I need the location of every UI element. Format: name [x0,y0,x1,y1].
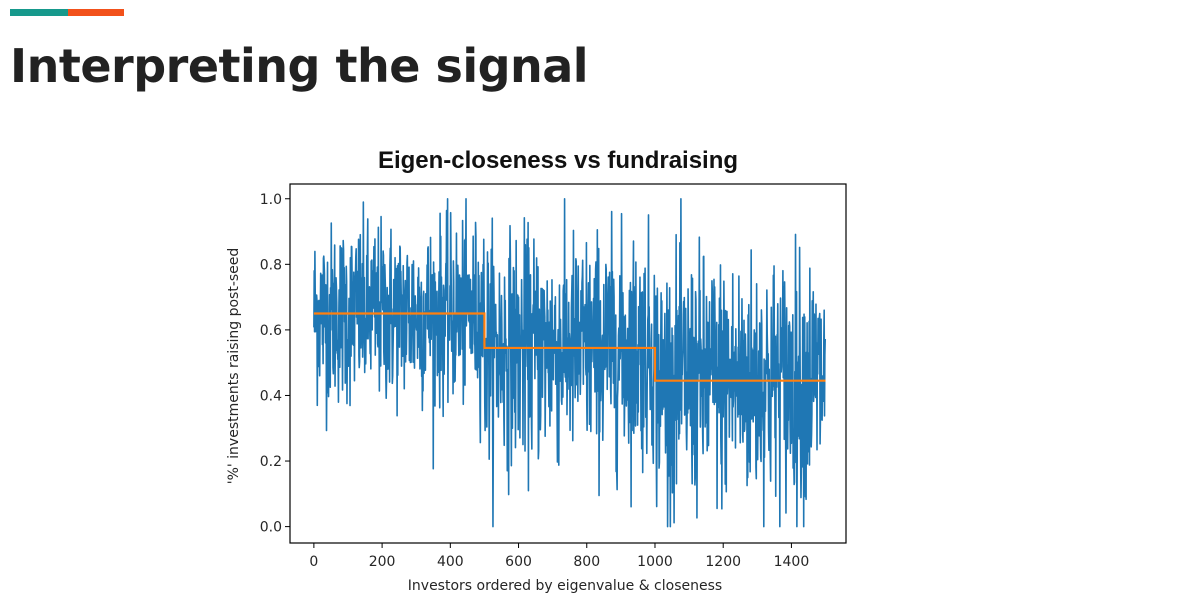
x-tick-label: 1400 [774,554,810,570]
y-tick-label: 0.8 [260,257,282,273]
x-axis: 0 200 400 600 800 1000 1200 1400 [309,543,809,570]
chart-title: Eigen-closeness vs fundraising [377,147,739,174]
y-axis-label: '%' investments raising post-seed [226,248,242,485]
x-tick-label: 600 [505,554,532,570]
x-tick-label: 800 [573,554,600,570]
y-tick-label: 1.0 [260,192,282,208]
slide-title: Interpreting the signal [10,39,589,93]
y-tick-label: 0.4 [260,388,282,404]
y-axis: 0.0 0.2 0.4 0.6 0.8 1.0 [260,192,290,536]
series-line-noisy [313,197,826,528]
plot-area-frame [289,183,847,544]
accent-bar-orange [68,9,124,16]
x-tick-label: 400 [437,554,464,570]
y-tick-label: 0.0 [260,520,282,536]
x-tick-label: 200 [369,554,396,570]
x-tick-label: 1200 [705,554,741,570]
accent-bar-teal [10,9,68,16]
series-line-step-mean [313,312,826,382]
x-tick-label: 1000 [637,554,673,570]
y-tick-label: 0.2 [260,454,282,470]
y-tick-label: 0.6 [260,323,282,339]
x-tick-label: 0 [309,554,318,570]
series-layer [313,197,826,528]
x-axis-label: Investors ordered by eigenvalue & closen… [408,578,722,594]
